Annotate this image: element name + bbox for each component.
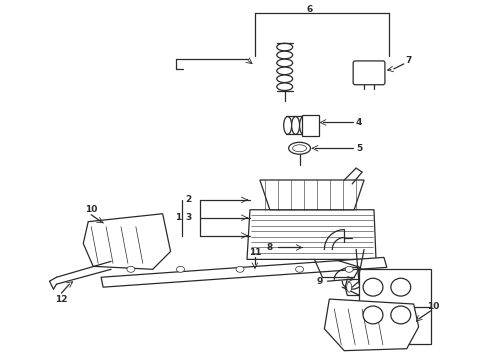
Ellipse shape — [363, 306, 383, 324]
Text: 6: 6 — [306, 5, 313, 14]
Ellipse shape — [308, 117, 316, 134]
Bar — [359, 269, 431, 344]
Text: 3: 3 — [185, 213, 192, 222]
Ellipse shape — [236, 266, 244, 272]
Ellipse shape — [293, 145, 307, 152]
Ellipse shape — [391, 306, 411, 324]
Text: 9: 9 — [316, 277, 322, 286]
Ellipse shape — [345, 266, 353, 272]
Text: 2: 2 — [185, 195, 192, 204]
Ellipse shape — [277, 75, 293, 82]
Ellipse shape — [292, 117, 299, 134]
Ellipse shape — [277, 59, 293, 67]
Text: 12: 12 — [55, 294, 68, 303]
Ellipse shape — [295, 266, 303, 272]
Ellipse shape — [289, 142, 311, 154]
Ellipse shape — [391, 278, 411, 296]
Polygon shape — [83, 214, 171, 269]
Text: 5: 5 — [356, 144, 362, 153]
Polygon shape — [324, 299, 418, 351]
Text: 4: 4 — [356, 118, 362, 127]
Ellipse shape — [347, 282, 352, 292]
Text: 8: 8 — [267, 243, 273, 252]
Text: 10: 10 — [85, 205, 98, 214]
Ellipse shape — [299, 117, 308, 134]
Polygon shape — [101, 257, 387, 287]
Polygon shape — [247, 210, 376, 260]
Text: 11: 11 — [248, 248, 261, 257]
FancyBboxPatch shape — [353, 61, 385, 85]
Ellipse shape — [176, 266, 184, 272]
Text: 7: 7 — [406, 57, 412, 66]
Ellipse shape — [277, 43, 293, 51]
Ellipse shape — [277, 51, 293, 59]
Text: 1: 1 — [175, 213, 182, 222]
Polygon shape — [260, 180, 364, 210]
Ellipse shape — [277, 83, 293, 90]
Ellipse shape — [277, 67, 293, 75]
Ellipse shape — [127, 266, 135, 272]
Ellipse shape — [363, 278, 383, 296]
Bar — [301, 114, 319, 136]
Text: 10: 10 — [427, 302, 440, 311]
Ellipse shape — [284, 117, 292, 134]
